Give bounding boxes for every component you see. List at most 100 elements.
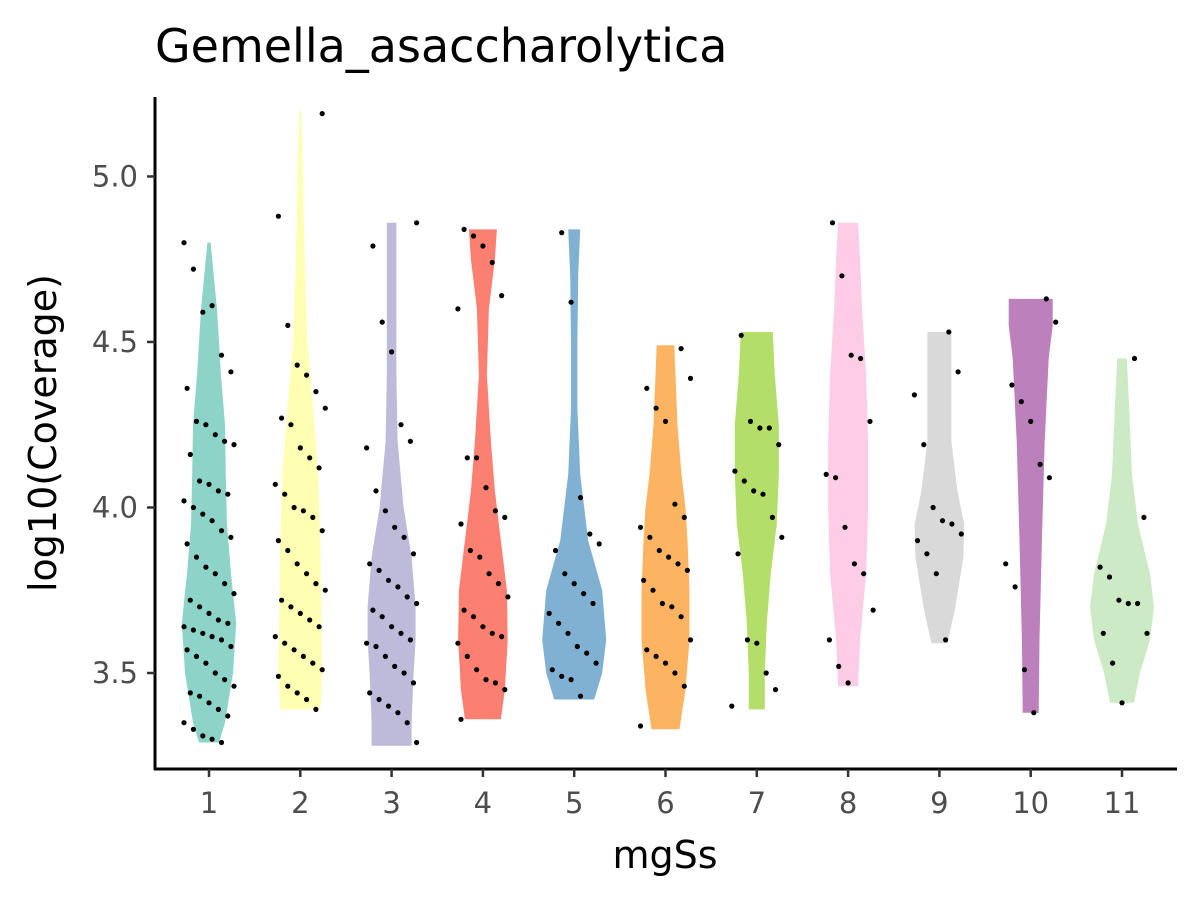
data-point [590,600,596,607]
data-point [203,660,209,666]
data-point [212,571,218,577]
violin-4 [458,229,508,720]
data-point [480,624,486,630]
data-point [949,521,955,527]
violin-10 [1008,298,1053,713]
data-point [364,445,370,451]
data-point [486,571,492,577]
x-tick-label: 10 [1012,786,1049,820]
data-point [747,418,754,424]
data-point [571,581,577,587]
data-point [215,706,221,713]
data-point [376,696,382,703]
x-tick-label: 8 [839,786,857,820]
data-point [319,528,325,534]
data-point [385,703,392,709]
data-point [288,422,294,428]
data-point [644,647,650,653]
data-point [304,571,310,577]
data-point [181,720,187,726]
data-point [282,491,288,497]
data-point [414,739,420,746]
data-point [565,630,571,636]
data-point [650,587,656,593]
data-point [304,372,310,378]
data-point [279,597,285,603]
data-point [672,670,678,676]
violin-3 [367,222,416,746]
data-point [644,385,650,391]
x-tick-label: 4 [474,786,492,820]
data-point [549,667,555,673]
data-point [568,299,574,305]
data-point [653,405,659,411]
y-tick-label: 3.5 [92,656,138,690]
data-point [385,577,392,583]
data-point [209,736,215,742]
data-point [729,703,735,709]
violin-1 [181,242,237,743]
data-point [206,700,212,706]
data-point [776,442,782,448]
data-point [845,680,851,686]
data-point [1021,667,1027,673]
data-point [823,471,829,477]
data-point [275,213,281,219]
data-point [389,624,395,630]
data-point [379,319,385,325]
data-point [304,696,310,703]
data-point [867,418,873,424]
data-point [370,607,376,613]
data-point [1046,475,1052,481]
data-point [470,233,477,239]
data-point [499,634,505,640]
data-point [310,660,316,666]
data-point [410,551,417,557]
data-point [222,438,228,444]
data-point [930,504,936,511]
data-point [946,329,952,335]
data-point [218,739,225,746]
data-point [414,600,420,607]
data-point [1106,574,1113,580]
data-point [744,637,751,643]
data-point [215,488,221,494]
data-point [228,534,234,540]
data-point [307,455,313,461]
data-point [851,561,858,567]
data-point [389,349,395,355]
data-point [181,498,187,504]
x-ticks: 1 2 3 4 5 6 7 8 9 10 11 [200,769,1140,820]
data-point [1100,630,1106,636]
data-point [458,521,464,527]
data-point [367,561,373,567]
data-point [684,567,691,574]
data-point [209,518,215,524]
data-point [833,475,839,481]
data-point [275,673,281,679]
data-point [552,547,559,554]
data-point [197,604,203,610]
violin-6 [641,345,690,730]
data-point [285,322,291,328]
data-point [562,571,568,577]
data-point [184,647,190,653]
data-point [559,673,565,679]
data-point [1119,700,1125,706]
data-point [467,547,473,554]
y-axis-title: log10(Coverage) [21,274,65,592]
data-point [596,541,602,547]
data-point [587,531,593,537]
data-point [395,584,401,590]
data-point [228,369,234,375]
data-point [842,524,848,530]
data-point [489,630,495,636]
data-point [313,389,319,395]
data-point [656,547,662,554]
data-point [203,422,209,428]
data-point [637,723,644,729]
data-point [958,531,964,537]
data-point [395,710,401,716]
data-point [1053,319,1059,325]
